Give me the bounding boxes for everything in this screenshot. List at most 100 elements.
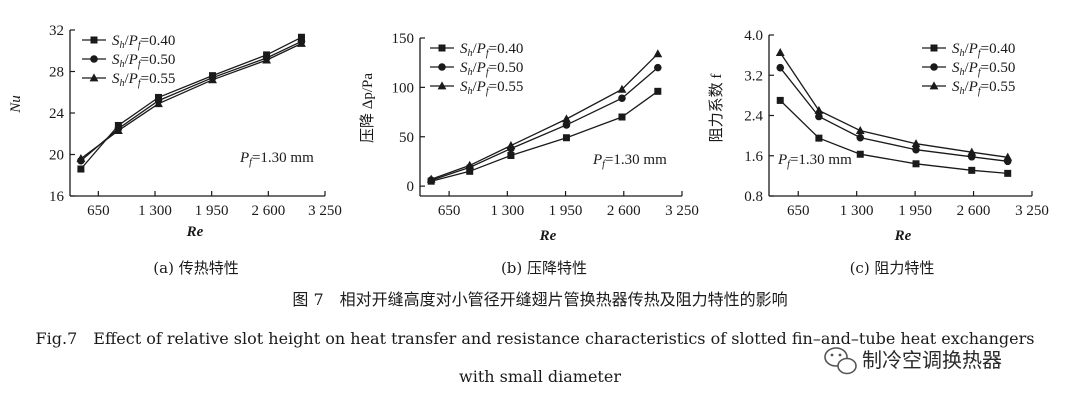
data-point-square <box>968 166 976 174</box>
data-point-triangle <box>208 75 217 84</box>
data-point-triangle <box>967 147 977 156</box>
data-point-circle <box>856 133 865 142</box>
panel-resistance: 阻力系数 f Re (c) 阻力特性 650 1 300 1 950 2 600 3 2… <box>708 28 1049 277</box>
data-point-triangle <box>775 48 785 57</box>
data-point-circle <box>776 63 785 72</box>
x-tick-label: 3 250 <box>308 203 342 219</box>
x-tick-label: 1 300 <box>138 203 172 219</box>
legend-marker-square <box>90 36 98 44</box>
x-tick-label: 1 300 <box>490 203 524 219</box>
legend-marker-triangle <box>89 73 99 82</box>
legend-marker-square <box>930 44 938 52</box>
data-point-square <box>1004 169 1012 177</box>
x-tick-label: 1 950 <box>898 203 932 219</box>
data-point-square <box>654 87 662 95</box>
data-point-circle <box>912 145 920 154</box>
data-point-square <box>815 134 823 142</box>
x-axis-label-re: Re <box>539 228 557 244</box>
data-point-triangle <box>617 84 627 93</box>
subcaption-c: (c) 阻力特性 <box>850 259 935 277</box>
data-point-triangle <box>154 99 163 108</box>
series-line <box>779 99 1008 175</box>
y-axis-label-nu: Nu <box>8 95 24 114</box>
data-point-square <box>776 96 784 104</box>
data-point-triangle <box>297 38 306 47</box>
x-tick-label: 1 950 <box>549 203 583 219</box>
data-point-triangle <box>855 125 865 134</box>
figure-caption-en-line2: with small diameter <box>459 367 621 386</box>
y-tick-label: 0.8 <box>744 189 763 205</box>
x-tick-label: 650 <box>787 203 810 219</box>
series-Sh/Pf=0.55 <box>76 38 306 163</box>
x-tick-label: 1 950 <box>195 203 229 219</box>
y-tick-label: 3.2 <box>744 68 763 84</box>
legend-marker-square <box>438 44 446 52</box>
data-point-square <box>618 113 626 121</box>
watermark-text: 制冷空调换热器 <box>862 348 1002 372</box>
y-tick-label: 100 <box>392 80 415 96</box>
data-point-triangle <box>911 139 921 148</box>
annotation-fin-pitch: Pf=1.30 mm <box>777 152 852 170</box>
data-point-triangle <box>1003 152 1013 161</box>
data-point-square <box>507 152 515 160</box>
watermark: 制冷空调换热器 <box>824 347 1002 375</box>
y-tick-label: 16 <box>49 189 65 205</box>
series-line <box>431 90 659 182</box>
x-tick-label: 2 600 <box>251 203 285 219</box>
data-point-square <box>466 167 474 175</box>
series-line <box>779 52 1008 158</box>
legend-marker-circle <box>90 55 98 63</box>
data-point-circle <box>562 121 571 129</box>
data-point-square <box>562 134 570 142</box>
y-tick-label: 28 <box>49 65 64 81</box>
figure-caption-cn: 图 7 相对开缝高度对小管径开缝翅片管换热器传热及阻力特性的影响 <box>292 290 787 309</box>
legend-label: Sh/Pf=0.55 <box>952 79 1015 97</box>
x-axis-label-re: Re <box>894 228 912 244</box>
data-point-square <box>856 150 864 158</box>
x-tick-label: 650 <box>438 203 461 219</box>
series-Sh/Pf=0.40 <box>776 96 1012 177</box>
legend-label: Sh/Pf=0.50 <box>952 60 1015 78</box>
wechat-icon <box>824 347 857 375</box>
x-tick-label: 3 250 <box>1015 203 1049 219</box>
data-point-square <box>912 160 920 168</box>
data-point-triangle <box>506 141 516 150</box>
data-point-triangle <box>76 154 86 163</box>
x-tick-label: 650 <box>87 203 110 219</box>
data-point-square <box>297 33 305 41</box>
y-tick-label: 0 <box>407 179 415 195</box>
data-point-triangle <box>465 160 475 169</box>
y-tick-label: 24 <box>49 106 65 122</box>
legend-marker-circle <box>930 63 938 71</box>
subcaption-b: (b) 压降特性 <box>501 259 587 277</box>
y-tick-label: 20 <box>49 148 64 164</box>
data-point-triangle <box>653 49 663 58</box>
series-line <box>430 53 659 180</box>
data-point-triangle <box>262 55 271 64</box>
data-point-triangle <box>814 105 824 114</box>
legend-marker-triangle <box>929 81 939 90</box>
legend-label: Sh/Pf=0.50 <box>112 52 175 70</box>
panel-pressure-drop: 压降 Δp/Pa Re (b) 压降特性 650 1 300 1 950 2 600 3… <box>359 31 699 277</box>
legend-marker-triangle <box>437 81 447 90</box>
y-tick-label: 32 <box>49 23 64 39</box>
series-Sh/Pf=0.55 <box>426 49 663 183</box>
legend-label: Sh/Pf=0.50 <box>460 60 523 78</box>
legend-label: Sh/Pf=0.55 <box>112 71 175 89</box>
series-Sh/Pf=0.55 <box>775 48 1013 161</box>
data-point-triangle <box>426 174 436 183</box>
legend-label: Sh/Pf=0.55 <box>460 79 523 97</box>
x-tick-label: 3 250 <box>665 203 699 219</box>
data-point-triangle <box>113 126 123 135</box>
y-tick-label: 4.0 <box>744 28 763 44</box>
data-point-circle <box>654 63 662 72</box>
series-line <box>430 67 659 181</box>
x-tick-label: 2 600 <box>957 203 991 219</box>
y-tick-label: 1.6 <box>744 149 763 165</box>
annotation-fin-pitch: Pf=1.30 mm <box>592 152 667 170</box>
